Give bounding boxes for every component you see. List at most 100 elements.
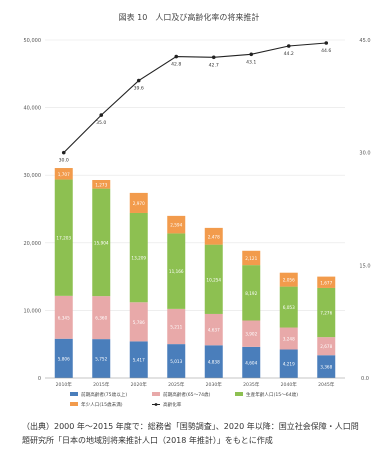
bar-segment <box>242 265 261 321</box>
x-tick-label: 2035年 <box>243 381 260 388</box>
data-label: 4,219 <box>283 362 295 367</box>
line-point <box>61 150 66 155</box>
bar-segment <box>167 233 186 309</box>
line-point <box>136 78 141 83</box>
data-label: 2,121 <box>245 256 257 261</box>
line-data-label: 39.6 <box>134 86 144 92</box>
bar-segment <box>54 295 73 339</box>
bar-segment <box>204 313 223 346</box>
source-note: （出典）2000 年～2015 年度で：総務省「国勢調査」、2020 年以降：国… <box>22 422 359 445</box>
data-label: 5,752 <box>95 357 107 362</box>
line-point <box>99 113 104 117</box>
x-tick-label: 2040年 <box>281 381 298 388</box>
bar-segment <box>279 327 298 350</box>
line-data-label: 42.8 <box>171 62 181 68</box>
data-label: 6,345 <box>58 315 70 320</box>
aging-rate-line <box>61 41 329 155</box>
data-label: 6,360 <box>95 316 107 321</box>
bar-segment <box>242 346 261 378</box>
data-label: 2,594 <box>170 223 182 228</box>
data-label: 13,209 <box>131 256 146 261</box>
line-point <box>249 52 254 57</box>
legend-swatch <box>70 402 78 406</box>
grid-lines <box>45 39 345 379</box>
legend-label: 生産年齢人口(15～64歳) <box>246 391 298 398</box>
data-label: 5,013 <box>170 359 182 364</box>
y-tick-right: 30.0 <box>359 151 370 157</box>
data-label: 2,970 <box>133 201 145 206</box>
bar-segment <box>129 192 148 213</box>
data-label: 5,417 <box>133 358 145 363</box>
bar-segment <box>167 344 186 378</box>
bar-segment <box>54 179 73 296</box>
legend-label: 前期高齢者(65～74歳) <box>163 391 211 398</box>
chart-title: 図表 10 人口及び高齢化率の将来推計 <box>118 13 260 22</box>
legend-swatch-marker <box>154 403 158 406</box>
line-point <box>324 41 329 45</box>
y-tick-left: 20,000 <box>24 241 42 247</box>
bar-segment <box>279 349 298 378</box>
x-tick-label: 2045年 <box>318 381 335 388</box>
bar-segment <box>279 272 298 287</box>
bar-segment <box>54 338 73 378</box>
y-tick-left: 0 <box>38 376 41 382</box>
line-series <box>63 42 327 154</box>
data-label: 1,707 <box>58 172 70 177</box>
data-label: 15,904 <box>94 240 109 245</box>
x-tick-label: 2020年 <box>131 381 148 388</box>
line-data-label: 44.6 <box>321 48 331 54</box>
legend-swatch <box>70 392 78 396</box>
legend-swatch <box>235 392 243 396</box>
data-label: 4,637 <box>208 328 220 333</box>
x-tick-label: 2030年 <box>206 381 223 388</box>
line-data-label: 43.1 <box>246 59 256 65</box>
bar-segment <box>129 302 148 342</box>
y-tick-left: 30,000 <box>24 173 42 179</box>
data-label: 4,838 <box>208 360 220 365</box>
legend-label: 年少人口(15歳未満) <box>81 401 123 408</box>
data-label: 3,368 <box>320 365 332 370</box>
bar-segment <box>54 168 73 180</box>
bar-segment <box>167 308 186 345</box>
data-label: 5,806 <box>58 356 70 361</box>
bar-segment <box>204 345 223 378</box>
y-tick-left: 10,000 <box>24 308 42 314</box>
x-tick-label: 2010年 <box>56 381 73 388</box>
axes: 0 10,000 20,000 30,000 40,000 50,000 0.0 15.0 30… <box>24 38 371 388</box>
y-tick-right: 45.0 <box>359 38 370 44</box>
data-label: 1,677 <box>320 280 332 285</box>
line-data-label: 42.7 <box>209 62 219 68</box>
data-label: 2,056 <box>283 278 295 283</box>
bars <box>54 168 336 378</box>
line-point <box>286 44 291 48</box>
data-label: 6,053 <box>283 305 295 310</box>
line-data-label: 35.0 <box>96 120 106 126</box>
data-label: 5,786 <box>133 320 145 325</box>
bar-segment <box>204 244 223 314</box>
bar-segment <box>279 286 298 328</box>
data-label: 2,478 <box>208 234 220 239</box>
data-label: 10,254 <box>206 277 221 282</box>
data-label: 3,902 <box>245 332 257 337</box>
data-labels: 5,806 6,345 17,203 1,707 5,752 6,360 15,904 1,2… <box>56 48 332 370</box>
line-data-label: 44.2 <box>284 51 294 57</box>
legend-swatch <box>152 392 160 396</box>
bar-segment <box>129 341 148 378</box>
bar-segment <box>167 215 186 234</box>
legend-label: 前期高齢者(75歳以上) <box>81 391 127 398</box>
y-tick-right: 0.0 <box>361 376 369 382</box>
bar-segment <box>317 355 336 378</box>
legend: 前期高齢者(75歳以上) 前期高齢者(65～74歳) 生産年齢人口(15～64歳) 年… <box>70 391 298 408</box>
bar-segment <box>204 227 223 245</box>
bar-segment <box>242 250 261 266</box>
y-tick-right: 15.0 <box>359 263 370 269</box>
x-tick-label: 2025年 <box>168 381 185 388</box>
data-label: 7,276 <box>320 311 332 316</box>
bar-segment <box>317 276 336 288</box>
data-label: 8,192 <box>245 291 257 296</box>
legend-label: 高齢化率 <box>163 401 182 408</box>
bar-segment <box>129 212 148 303</box>
data-label: 2,678 <box>320 344 332 349</box>
